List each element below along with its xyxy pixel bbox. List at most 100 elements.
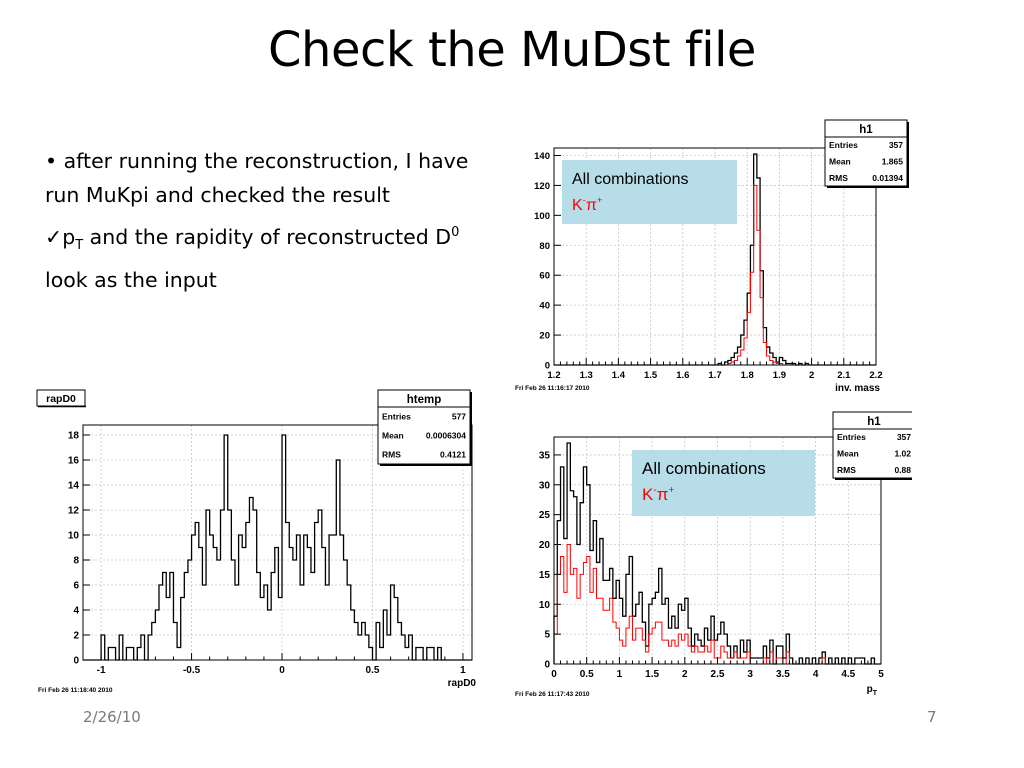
histogram-svg: 0 0.5 1 1.5 2 2.5 3 3.5 4 4.5 5 0 5 10 15 20 25 30 35 pT Fri… [515,411,917,698]
annotation-box: All combinations K-π+ [632,450,815,516]
x-tick-label: 3.5 [776,669,790,680]
pt-histogram-panel: 0 0.5 1 1.5 2 2.5 3 3.5 4 4.5 5 0 5 10 15 20 25 30 35 pT Fri… [512,410,917,700]
histogram-svg: 1.2 1.3 1.4 1.5 1.6 1.7 1.8 1.9 2 2.1 2.2 0 20 40 60 80… [515,119,909,394]
x-tick-label: 2 [809,370,814,381]
stats-row-value: 1.865 [882,157,904,167]
y-tick-label: 30 [539,480,551,491]
x-tick-label: 1.2 [547,370,560,381]
x-tick-label: 2 [682,669,688,680]
annotation-pi: π [657,485,669,504]
y-tick-label: 20 [539,331,550,342]
stats-row-value: 0.01394 [872,173,903,183]
x-tick-label: 3 [747,669,753,680]
stats-row-label: Entries [382,412,411,422]
stats-title: h1 [867,416,881,428]
annotation-background [632,450,815,516]
x-tick-label: 1.8 [741,370,754,381]
x-tick-label: 1.5 [644,370,658,381]
x-tick-label: 0 [279,665,285,676]
bullet-2-sup: 0 [451,225,460,240]
annotation-k: K [642,485,654,504]
stats-row-value: 0.88 [894,465,911,475]
annotation-box: All combinations K-π+ [562,160,737,224]
y-tick-label: 12 [68,506,80,517]
annotation-k-charge: - [653,485,656,496]
stats-row-value: 357 [889,140,903,150]
footer-page-number: 7 [927,708,937,726]
x-tick-label: 1 [460,665,466,676]
x-tick-label: 4.5 [841,669,855,680]
y-tick-label: 0 [544,660,550,671]
bullet-2-mid: and the rapidity of reconstructed D [83,224,452,249]
stats-row-value: 357 [897,432,911,442]
inv-mass-histogram-panel: 1.2 1.3 1.4 1.5 1.6 1.7 1.8 1.9 2 2.1 2.2 0 20 40 60 80… [512,118,912,394]
y-tick-label: 10 [539,600,551,611]
y-tick-label: 40 [539,301,550,312]
x-axis-label-sub: T [873,690,878,697]
stats-row-label: Mean [382,431,404,441]
annotation-line-2: K-π+ [642,485,674,504]
x-axis-label: pT [867,684,878,697]
annotation-pi-charge: + [668,485,674,496]
stats-frame [377,389,471,465]
slide-title: Check the MuDst file [268,22,756,78]
y-tick-label: 16 [68,456,80,467]
bullet-list: • after running the reconstruction, I ha… [45,144,475,301]
y-tick-label: 14 [68,481,80,492]
y-tick-label: 0 [73,656,79,667]
annotation-background [562,160,737,224]
stats-row-value: 1.02 [894,449,911,459]
y-tick-label: 6 [73,581,79,592]
stats-row-label: Mean [837,449,859,459]
timestamp-label: Fri Feb 26 11:17:43 2010 [515,691,590,698]
x-tick-label: 1.3 [580,370,593,381]
y-tick-label: 2 [73,631,79,642]
x-axis-label: inv. mass [835,383,880,394]
x-tick-label: 1.7 [708,370,721,381]
bullet-2-end: look as the input [45,267,217,292]
x-tick-label: 5 [878,669,884,680]
x-tick-label: 1.9 [773,370,786,381]
y-tick-label: 10 [68,531,80,542]
stats-row-label: Mean [829,157,851,167]
stats-frame [824,119,908,187]
rapidity-histogram-panel: -1 -0.5 0 0.5 1 0 2 4 6 8 10 12 14 16 18 rapD0 Fri Feb 2… [35,388,485,696]
annotation-line-1: All combinations [642,459,766,478]
stats-frame [832,411,916,479]
stats-box: htemp Entries 577 Mean 0.0006304 RMS 0.4121 [377,389,472,466]
timestamp-label: Fri Feb 26 11:18:40 2010 [38,687,113,694]
x-tick-label: 1.6 [676,370,689,381]
stats-row-value: 0.0006304 [426,431,466,441]
stats-row-value: 0.4121 [440,450,466,460]
x-tick-label: -0.5 [183,665,201,676]
x-tick-label: 2.1 [837,370,851,381]
annotation-line-1: All combinations [572,171,689,188]
annotation-pi-charge: + [597,195,603,206]
x-tick-label: 4 [813,669,819,680]
x-axis-label: rapD0 [448,678,477,689]
y-tick-label: 15 [539,570,551,581]
annotation-k: K [572,197,583,214]
x-tick-label: 0.5 [580,669,594,680]
x-tick-label: 2.2 [869,370,882,381]
x-tick-label: -1 [97,665,106,676]
y-tick-label: 4 [73,606,79,617]
annotation-line-2: K-π+ [572,195,603,214]
plot-frame-border [82,424,473,661]
timestamp-label: Fri Feb 26 11:16:17 2010 [515,385,590,392]
histogram-series-0 [83,434,472,661]
x-tick-label: 2.5 [711,669,725,680]
stats-row-label: Entries [829,140,858,150]
y-tick-label: 35 [539,450,551,461]
check-icon: ✓ [45,224,63,249]
footer-date: 2/26/10 [83,708,141,726]
x-tick-label: 1.5 [645,669,659,680]
x-tick-label: 1 [617,669,623,680]
y-tick-label: 25 [539,510,551,521]
stats-row-label: RMS [829,173,848,183]
y-tick-label: 18 [68,431,80,442]
bullet-2: ✓pT and the rapidity of reconstructed D0… [45,216,475,297]
y-tick-label: 60 [539,271,550,282]
